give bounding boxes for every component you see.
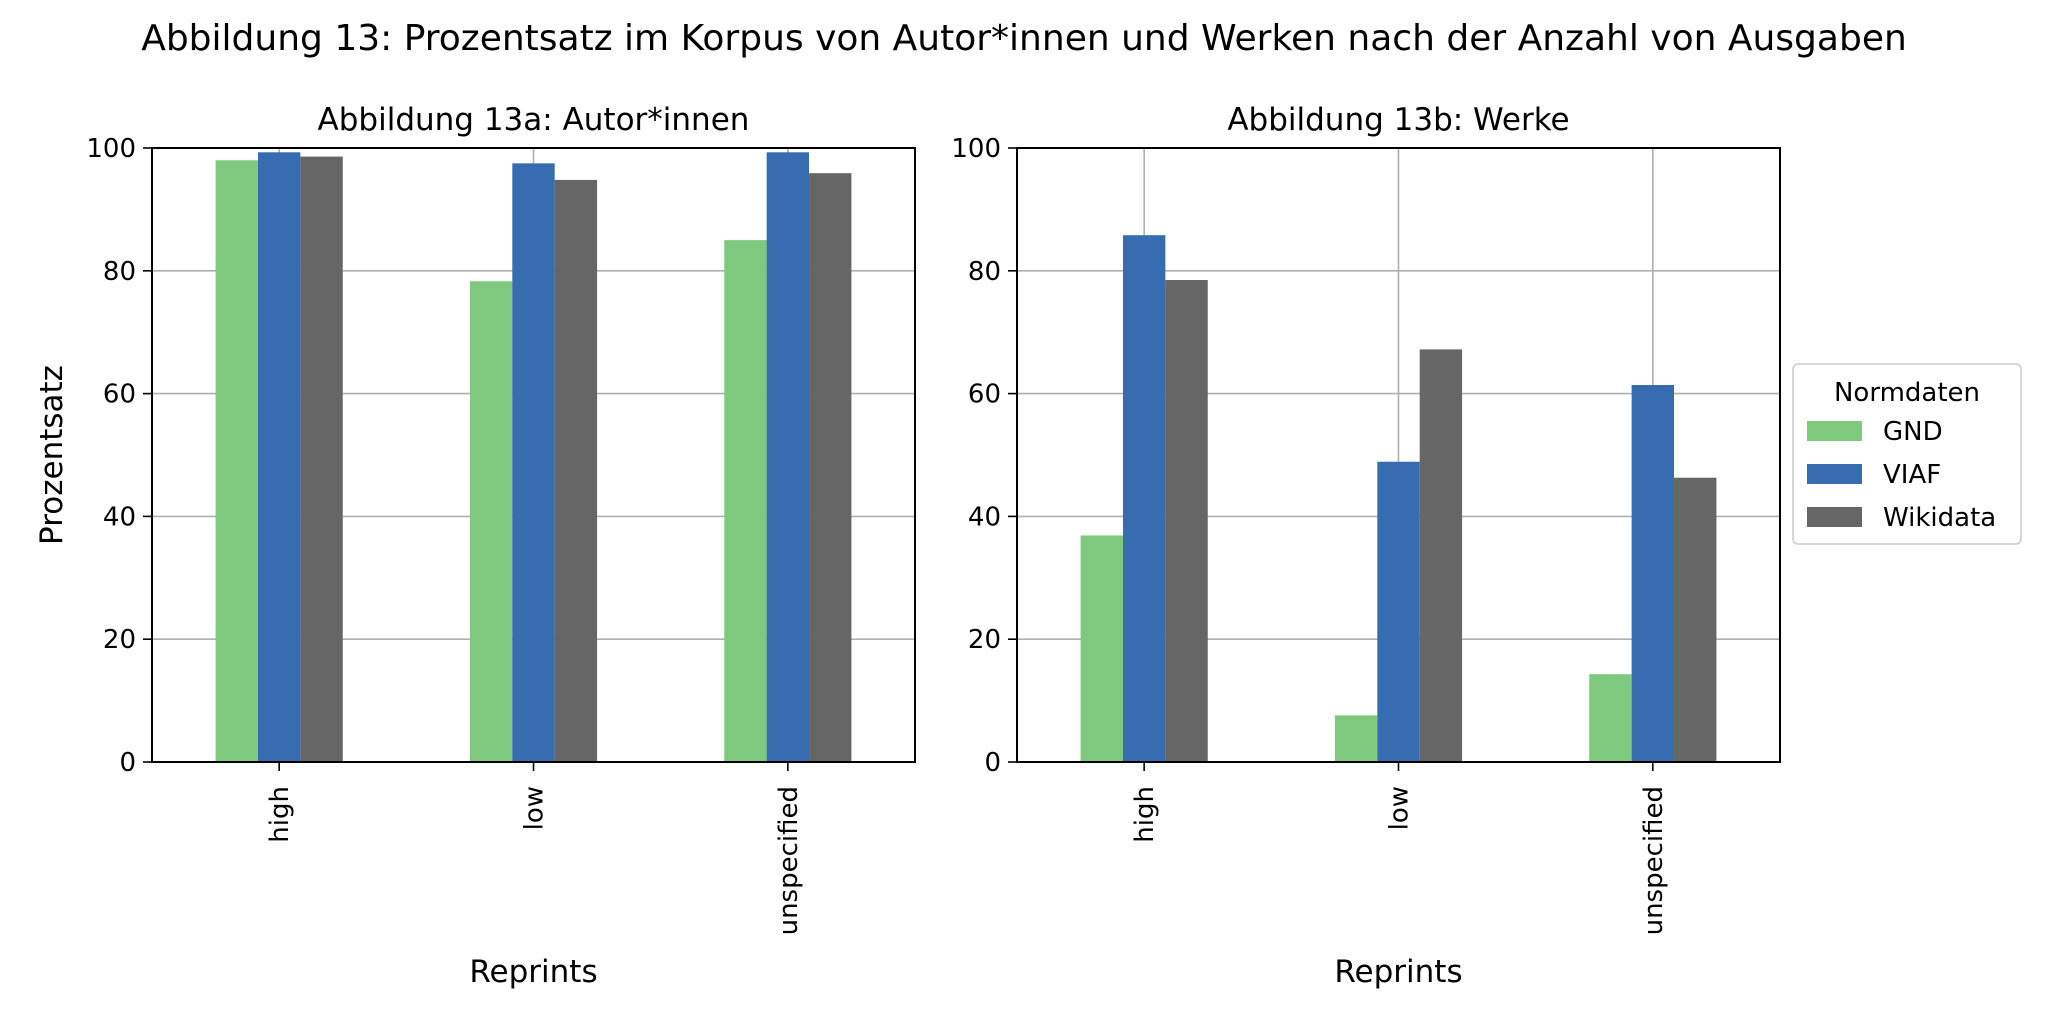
x-tick-label: unspecified <box>774 786 804 935</box>
legend-label-gnd: GND <box>1883 417 1943 447</box>
y-tick-label: 60 <box>968 380 1001 410</box>
y-tick-label: 80 <box>103 257 136 287</box>
legend-swatch-viaf <box>1807 464 1862 484</box>
y-axis-label: Prozentsatz <box>34 365 70 545</box>
bar-wikidata-high <box>300 156 343 762</box>
bar-gnd-unspecified <box>724 240 767 763</box>
y-tick-label: 40 <box>968 502 1001 532</box>
bar-viaf-low <box>1377 461 1420 762</box>
legend-swatch-gnd <box>1807 421 1862 441</box>
y-tick-label: 0 <box>119 748 136 778</box>
bar-gnd-high <box>215 160 258 762</box>
y-tick-label: 0 <box>984 748 1001 778</box>
bar-viaf-unspecified <box>766 152 810 763</box>
panel-authors: 0 20 40 60 80 100 high low unspecified Abbildung … <box>34 102 916 990</box>
bar-wikidata-unspecified <box>1674 477 1717 762</box>
panel-works: 0 20 40 60 80 100 high low unspecified Abbildung … <box>951 102 1781 990</box>
y-tick-label: 60 <box>103 380 136 410</box>
x-tick-label: low <box>1385 786 1415 830</box>
bar-viaf-high <box>257 152 301 763</box>
bar-wikidata-high <box>1165 280 1208 762</box>
figure-title: Abbildung 13: Prozentsatz im Korpus von … <box>141 18 1907 59</box>
x-tick-label: unspecified <box>1639 786 1669 935</box>
bar-wikidata-unspecified <box>809 173 852 762</box>
bar-gnd-low <box>1334 715 1378 762</box>
bar-viaf-unspecified <box>1631 385 1675 762</box>
legend-label-viaf: VIAF <box>1883 460 1941 490</box>
y-tick-label: 20 <box>968 625 1001 655</box>
legend-box <box>1792 363 2022 545</box>
x-tick-label: high <box>265 786 295 843</box>
panel-title: Abbildung 13b: Werke <box>1227 102 1569 138</box>
legend-swatch-wikidata <box>1807 507 1862 527</box>
bar-viaf-high <box>1122 235 1166 763</box>
bar-wikidata-low <box>554 179 598 763</box>
x-tick-label: low <box>520 786 550 830</box>
y-tick-label: 100 <box>951 134 1001 164</box>
bar-viaf-low <box>512 163 555 763</box>
y-tick-label: 40 <box>103 502 136 532</box>
panel-title: Abbildung 13a: Autor*innen <box>318 102 750 138</box>
y-tick-label: 100 <box>86 134 136 164</box>
legend: Normdaten GND VIAF Wikidata <box>1792 363 2022 545</box>
x-axis-label: Reprints <box>1334 954 1462 990</box>
legend-title: Normdaten <box>1834 378 1980 408</box>
x-tick-label: high <box>1130 786 1160 843</box>
legend-label-wikidata: Wikidata <box>1883 503 1996 533</box>
bar-gnd-high <box>1080 535 1123 762</box>
bar-gnd-unspecified <box>1589 674 1632 762</box>
x-axis-label: Reprints <box>469 954 597 990</box>
y-tick-label: 20 <box>103 625 136 655</box>
bar-wikidata-low <box>1419 349 1463 762</box>
bar-gnd-low <box>469 281 513 762</box>
y-tick-label: 80 <box>968 257 1001 287</box>
